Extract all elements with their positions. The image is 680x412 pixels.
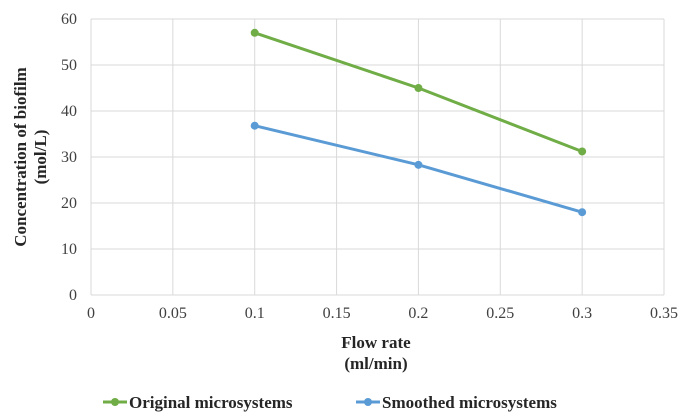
data-point-original bbox=[414, 84, 423, 92]
legend-marker-original bbox=[111, 398, 119, 406]
y-tick-label: 20 bbox=[61, 195, 77, 212]
y-tick-label: 0 bbox=[69, 287, 77, 304]
y-tick-label: 10 bbox=[61, 241, 77, 258]
x-tick-label: 0.25 bbox=[486, 305, 514, 322]
data-point-smoothed bbox=[414, 160, 423, 169]
series-lines bbox=[250, 28, 587, 217]
y-axis-title: Concentration of biofilm (mol/L) bbox=[11, 67, 50, 246]
data-point-smoothed bbox=[578, 208, 587, 217]
x-axis-title: Flow rate (ml/min) bbox=[341, 333, 411, 373]
legend-label-original: Original microsystems bbox=[129, 393, 293, 412]
x-tick-label: 0 bbox=[87, 305, 95, 322]
data-point-original bbox=[250, 28, 259, 37]
data-point-original bbox=[578, 147, 587, 156]
y-tick-label: 60 bbox=[61, 11, 77, 28]
legend: Original microsystems Smoothed microsyst… bbox=[103, 393, 557, 412]
y-tick-label: 30 bbox=[61, 149, 77, 166]
legend-label-smoothed: Smoothed microsystems bbox=[382, 393, 557, 412]
x-tick-label: 0.05 bbox=[159, 305, 187, 322]
y-tick-labels: 0 10 20 30 40 50 60 bbox=[61, 11, 77, 304]
x-axis-title-line-1: Flow rate bbox=[341, 333, 411, 352]
x-tick-label: 0.3 bbox=[572, 305, 592, 322]
x-tick-label: 0.2 bbox=[408, 305, 428, 322]
legend-item-original: Original microsystems bbox=[103, 393, 293, 412]
gridlines bbox=[90, 18, 665, 296]
y-axis-title-line-2: (mol/L) bbox=[31, 130, 50, 185]
y-tick-label: 40 bbox=[61, 103, 77, 120]
x-axis-title-line-2: (ml/min) bbox=[344, 354, 407, 373]
y-tick-label: 50 bbox=[61, 57, 77, 74]
x-tick-label: 0.1 bbox=[245, 305, 265, 322]
x-tick-label: 0.35 bbox=[650, 305, 678, 322]
legend-item-smoothed: Smoothed microsystems bbox=[356, 393, 557, 412]
data-point-smoothed bbox=[250, 121, 259, 130]
y-axis-title-line-1: Concentration of biofilm bbox=[11, 67, 30, 246]
legend-marker-smoothed bbox=[364, 398, 372, 406]
x-tick-label: 0.15 bbox=[323, 305, 351, 322]
x-tick-labels: 0 0.05 0.1 0.15 0.2 0.25 0.3 0.35 bbox=[87, 305, 678, 322]
